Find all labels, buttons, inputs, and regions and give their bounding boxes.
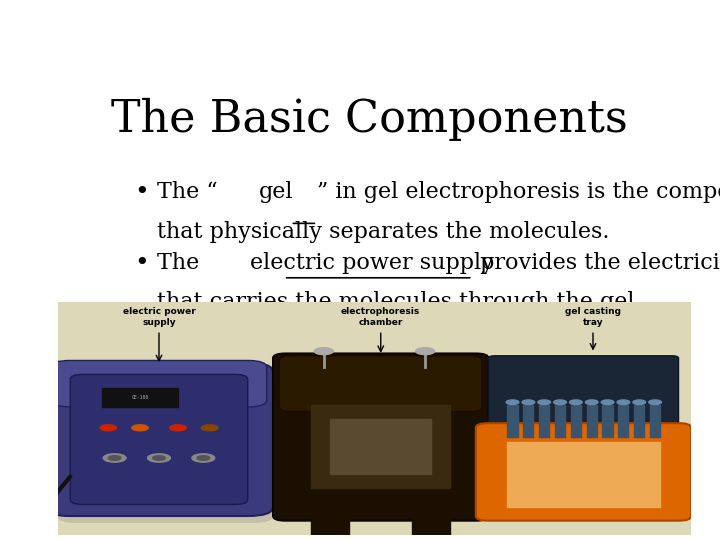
- FancyBboxPatch shape: [71, 374, 248, 504]
- Bar: [102, 388, 178, 407]
- Circle shape: [108, 456, 121, 460]
- Circle shape: [585, 400, 598, 404]
- Bar: [603, 404, 613, 437]
- Text: electrophoresis
chamber: electrophoresis chamber: [341, 307, 420, 327]
- Circle shape: [506, 400, 519, 404]
- Text: •: •: [135, 181, 149, 204]
- Circle shape: [170, 425, 186, 431]
- Circle shape: [415, 348, 435, 355]
- Circle shape: [148, 454, 171, 462]
- FancyBboxPatch shape: [488, 356, 678, 435]
- Circle shape: [570, 400, 582, 404]
- FancyBboxPatch shape: [58, 374, 273, 523]
- Bar: [539, 404, 549, 437]
- Bar: [311, 509, 349, 535]
- Circle shape: [538, 400, 551, 404]
- Circle shape: [314, 348, 333, 355]
- Text: •: •: [135, 252, 149, 275]
- Text: gel: gel: [258, 181, 293, 203]
- Circle shape: [633, 400, 646, 404]
- Bar: [508, 404, 518, 437]
- Bar: [618, 404, 629, 437]
- Circle shape: [103, 454, 126, 462]
- Circle shape: [197, 456, 210, 460]
- Bar: [508, 442, 660, 507]
- Text: gel casting
tray: gel casting tray: [565, 307, 621, 327]
- Circle shape: [554, 400, 567, 404]
- FancyBboxPatch shape: [476, 423, 691, 521]
- Circle shape: [202, 425, 218, 431]
- FancyBboxPatch shape: [279, 356, 482, 411]
- Text: GE-100: GE-100: [131, 395, 148, 400]
- FancyBboxPatch shape: [45, 363, 273, 516]
- Text: electric power supply: electric power supply: [250, 252, 494, 274]
- Bar: [311, 404, 451, 488]
- Bar: [571, 404, 581, 437]
- Circle shape: [649, 400, 662, 404]
- Circle shape: [601, 400, 614, 404]
- Text: The: The: [157, 252, 207, 274]
- Circle shape: [617, 400, 630, 404]
- Circle shape: [132, 425, 148, 431]
- Circle shape: [522, 400, 535, 404]
- Text: ” in gel electrophoresis is the component: ” in gel electrophoresis is the componen…: [318, 181, 720, 203]
- Bar: [634, 404, 644, 437]
- Text: that physically separates the molecules.: that physically separates the molecules.: [157, 221, 609, 242]
- Bar: [555, 404, 565, 437]
- Text: The Basic Components: The Basic Components: [111, 98, 627, 141]
- Bar: [587, 404, 597, 437]
- Bar: [650, 404, 660, 437]
- Text: that carries the molecules through the gel: that carries the molecules through the g…: [157, 292, 634, 313]
- Bar: [413, 509, 451, 535]
- Bar: [330, 418, 431, 474]
- Bar: [523, 404, 534, 437]
- Text: electric power
supply: electric power supply: [122, 307, 195, 327]
- Text: The “: The “: [157, 181, 217, 203]
- Circle shape: [100, 425, 117, 431]
- FancyBboxPatch shape: [273, 354, 488, 521]
- Text: provides the electricity: provides the electricity: [473, 252, 720, 274]
- Circle shape: [192, 454, 215, 462]
- FancyBboxPatch shape: [51, 361, 266, 407]
- Circle shape: [153, 456, 166, 460]
